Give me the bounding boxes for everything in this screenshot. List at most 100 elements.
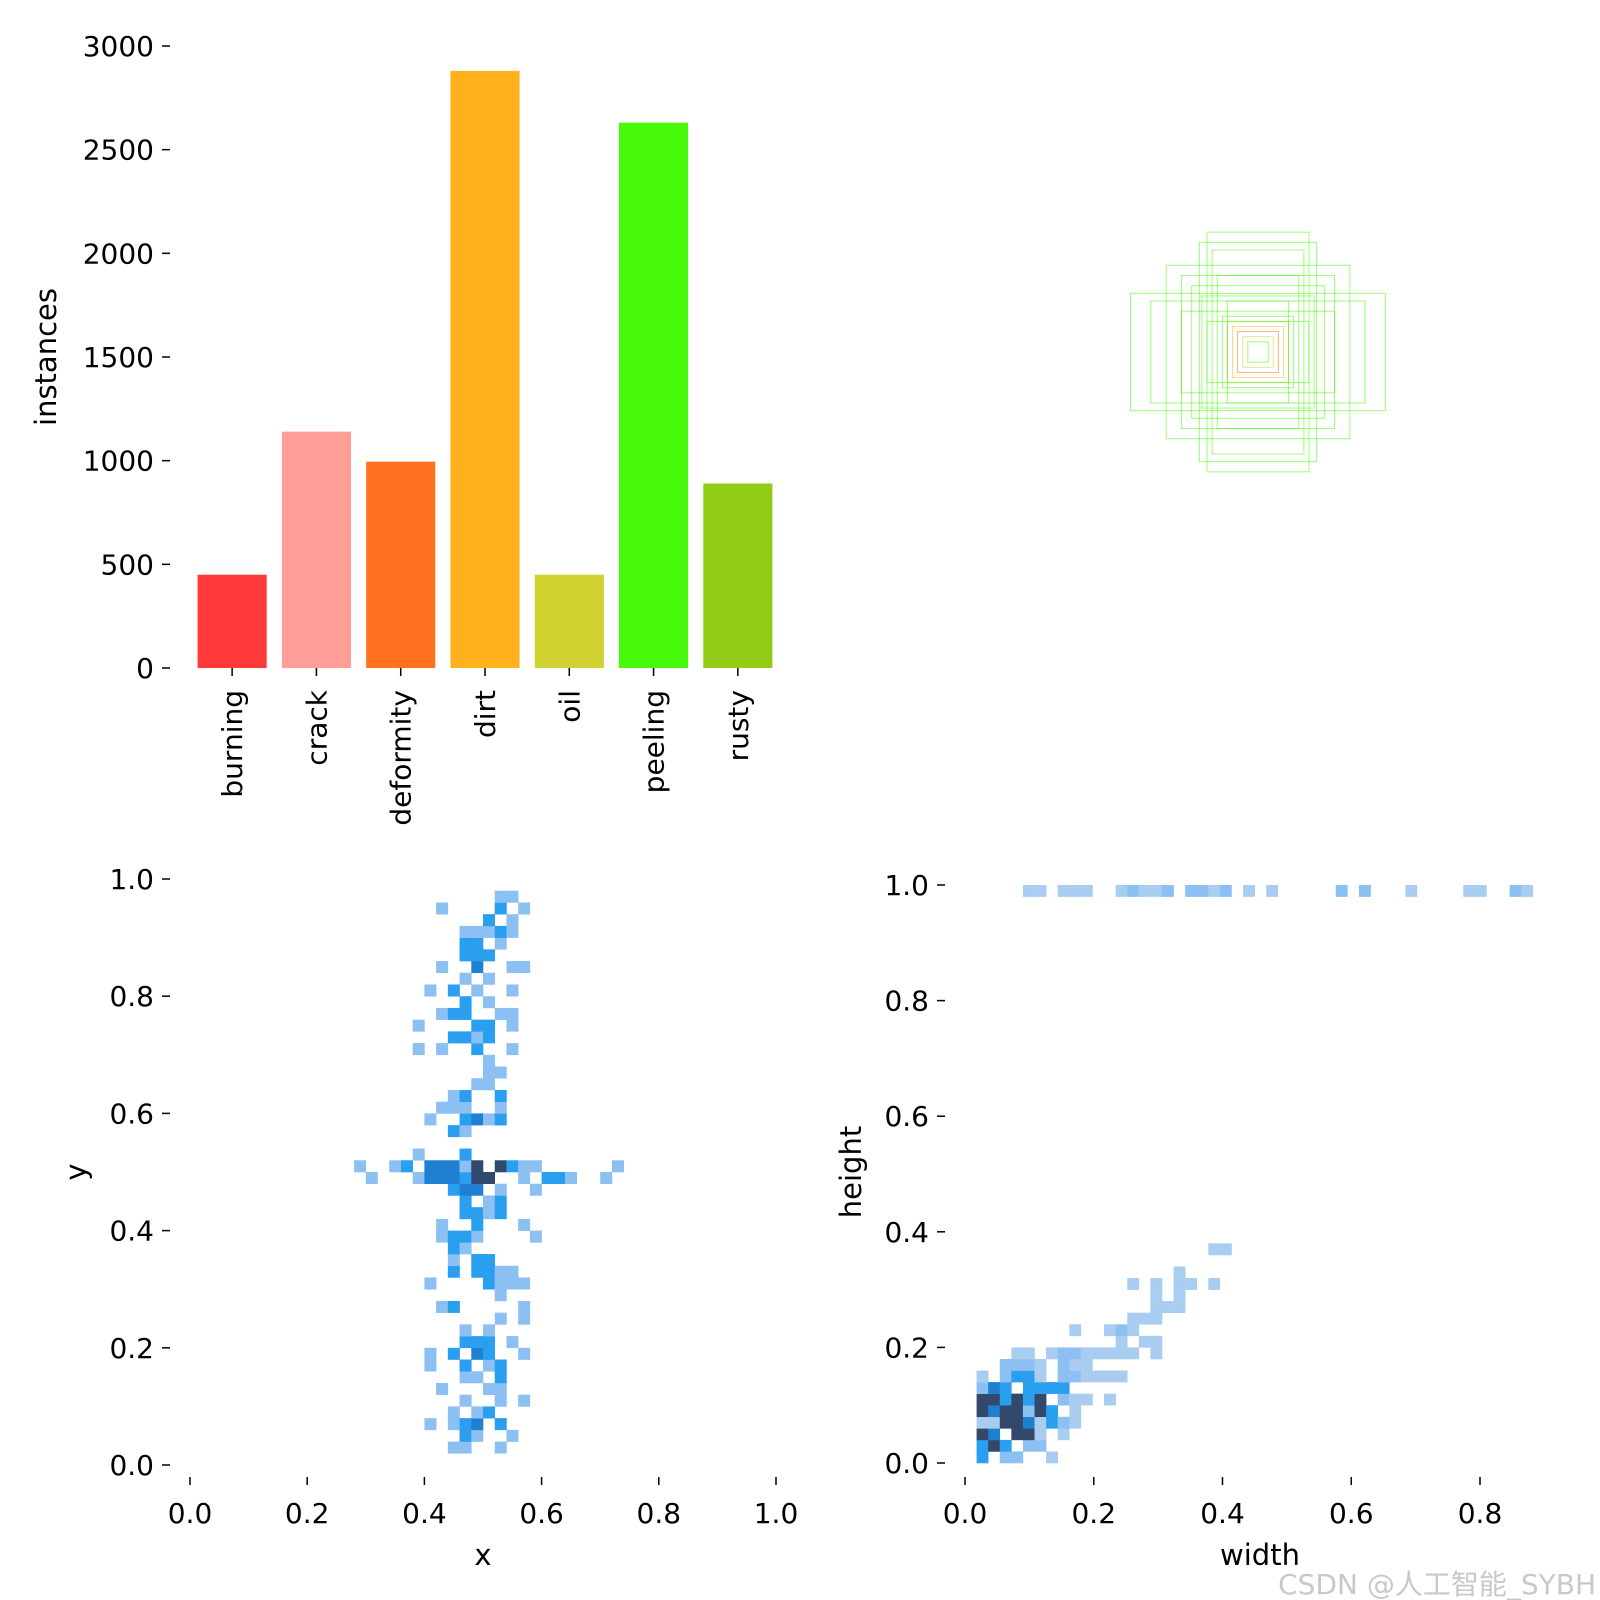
heatmap-cell <box>1208 1278 1221 1290</box>
heatmap-cell <box>483 1078 496 1091</box>
heatmap-cell <box>1092 1370 1105 1383</box>
heatmap-cell <box>1011 1393 1024 1406</box>
heatmap-cell <box>436 1172 449 1185</box>
heatmap-cell <box>471 1160 484 1173</box>
y-tick-label: 1.0 <box>109 863 154 896</box>
heatmap-cell <box>518 1172 531 1185</box>
heatmap-cell <box>424 1418 437 1431</box>
heatmap-cell <box>483 1019 496 1032</box>
heatmap-cell <box>1463 885 1476 897</box>
heatmap-cell <box>483 1265 496 1278</box>
heatmap-cell <box>459 1160 472 1173</box>
heatmap-cell <box>459 1359 472 1372</box>
x-tick-label: 0.6 <box>519 1497 564 1530</box>
heatmap-cell <box>988 1393 1001 1406</box>
box-outline <box>1165 264 1351 440</box>
y-tick-label: 500 <box>101 548 154 581</box>
heatmap-cell <box>483 925 496 938</box>
heatmap-cell <box>529 1183 542 1196</box>
heatmap-cell <box>494 1277 507 1290</box>
y-axis-label: height <box>834 1126 868 1218</box>
heatmap-cell <box>976 1451 989 1464</box>
heatmap-cell <box>1104 1347 1116 1360</box>
heatmap-cell <box>483 1359 496 1372</box>
heatmap-cell <box>1196 885 1209 897</box>
heatmap-cell <box>1057 1428 1070 1441</box>
heatmap-cell <box>1080 1370 1093 1383</box>
heatmap-cell <box>976 1393 989 1406</box>
heatmap-cell <box>412 1019 425 1032</box>
box-overlay-plot <box>1130 231 1386 473</box>
bar-dirt <box>450 70 520 668</box>
heatmap-cell <box>424 1347 437 1360</box>
heatmap-cell <box>436 1382 449 1395</box>
heatmap-cell <box>459 1418 472 1431</box>
heatmap-cell <box>988 1416 1001 1429</box>
heatmap-cell <box>459 996 472 1009</box>
heatmap-cell <box>1185 885 1198 897</box>
heatmap-cell <box>1150 1289 1163 1302</box>
heatmap-cell <box>1521 885 1534 897</box>
heatmap-cell <box>1138 1335 1151 1348</box>
heatmap-cell <box>1057 885 1070 897</box>
y-tick-label: 0.4 <box>109 1215 154 1248</box>
heatmap-cell <box>447 1347 460 1360</box>
y-tick-label: 0 <box>136 652 154 685</box>
heatmap-cell <box>483 1254 496 1267</box>
heatmap-cell <box>1022 1439 1035 1452</box>
heatmap-cell <box>447 1265 460 1278</box>
heatmap-cell <box>1022 1416 1035 1429</box>
heatmap-cell <box>424 1172 437 1185</box>
heatmap-cell <box>1173 1278 1186 1290</box>
box-outline <box>1130 292 1386 412</box>
heatmap-cell <box>1022 1347 1035 1360</box>
box-outline <box>1181 275 1335 429</box>
heatmap-cell <box>424 1359 437 1372</box>
heatmap-cell <box>1057 1382 1070 1394</box>
heatmap-cell <box>1046 1347 1058 1360</box>
heatmap-cell <box>471 1347 484 1360</box>
x-tick-label: 0.2 <box>1071 1497 1116 1530</box>
heatmap-cell <box>459 1089 472 1102</box>
heatmap-cell <box>436 1160 449 1173</box>
heatmap-cell <box>447 1031 460 1044</box>
heatmap-cell <box>471 1043 484 1056</box>
heatmap-cell <box>483 996 496 1009</box>
heatmap-cell <box>459 1007 472 1020</box>
heatmap-cell <box>459 1324 472 1337</box>
heatmap-cell <box>494 1382 507 1395</box>
heatmap-cell <box>494 1312 507 1325</box>
heatmap-cell <box>459 937 472 950</box>
heatmap-cell <box>447 1418 460 1431</box>
heatmap-cell <box>483 1113 496 1126</box>
y-axis-label: instances <box>29 288 63 426</box>
heatmap-cell <box>483 914 496 927</box>
x-tick-label: 0.8 <box>1458 1497 1503 1530</box>
heatmap-cell <box>459 1101 472 1114</box>
heatmap-width-height: 0.0 0.2 0.4 0.6 0.8 1.0 0.0 0.2 0.4 0.6 0.8 width he… <box>834 869 1534 1572</box>
y-tick-label: 1.0 <box>884 869 929 902</box>
heatmap-cell <box>1011 1405 1024 1418</box>
bar-rusty <box>703 483 773 668</box>
heatmap-cell <box>447 1300 460 1313</box>
heatmap-cell <box>424 1160 437 1173</box>
heatmap-cell <box>1080 885 1093 897</box>
heatmap-cell <box>1243 885 1255 897</box>
heatmap-cell <box>1161 885 1174 897</box>
bar-oil <box>534 574 604 668</box>
heatmap-cell <box>494 1113 507 1126</box>
heatmap-cell <box>483 1406 496 1419</box>
heatmap-cell <box>436 902 449 915</box>
heatmap-cell <box>1011 1358 1024 1371</box>
heatmap-cell <box>459 1031 472 1044</box>
heatmap-cell <box>1069 1324 1082 1337</box>
heatmap-cell <box>976 1428 989 1441</box>
heatmap-cell <box>447 1125 460 1138</box>
heatmap-cell <box>1034 1439 1047 1452</box>
heatmap-cell <box>1069 1358 1082 1371</box>
heatmap-cell <box>494 925 507 938</box>
heatmap-cell <box>611 1160 624 1173</box>
heatmap-cell <box>471 1019 484 1032</box>
heatmap-cell <box>412 1043 425 1056</box>
heatmap-cell <box>506 1007 519 1020</box>
